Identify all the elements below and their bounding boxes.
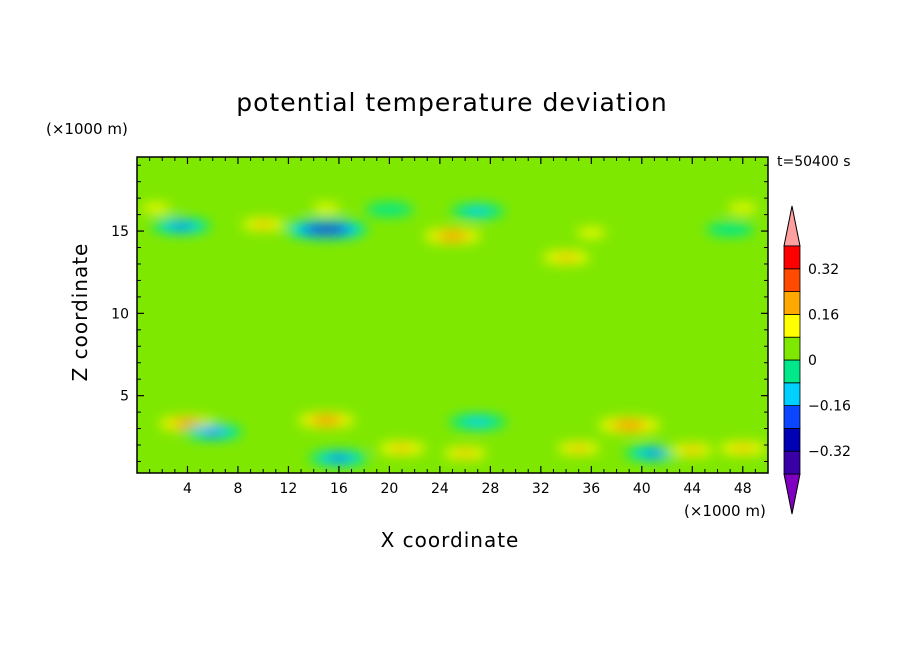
- field-feature: [142, 204, 170, 212]
- chart-title: potential temperature deviation: [236, 88, 668, 117]
- contour-field: [137, 157, 768, 473]
- y-tick-label: 5: [120, 389, 129, 405]
- colorbar-tick-label: 0.16: [808, 307, 839, 323]
- field-feature: [644, 450, 665, 456]
- colorbar-segment: [783, 450, 801, 475]
- colorbar-tick-label: 0.32: [808, 262, 839, 278]
- colorbar-segment: [783, 382, 801, 406]
- colorbar-tick-label: −0.32: [808, 444, 851, 460]
- field-feature: [202, 429, 223, 435]
- x-tick-label: 40: [633, 481, 651, 497]
- x-axis-unit: (×1000 m): [684, 502, 766, 520]
- x-tick-label: 28: [481, 481, 499, 497]
- colorbar-segment: [783, 313, 801, 338]
- field-feature: [464, 207, 492, 216]
- field-feature: [682, 447, 703, 453]
- field-feature: [253, 221, 274, 228]
- field-feature: [313, 204, 339, 212]
- colorbar-min-arrow: [783, 473, 801, 515]
- x-tick-label: 12: [280, 481, 298, 497]
- colorbar: −0.32 −0.16 0 0.16 0.32: [783, 205, 851, 515]
- colorbar-segment: [783, 405, 801, 429]
- field-feature: [317, 418, 336, 423]
- field-feature: [463, 418, 493, 426]
- colorbar-segment: [783, 245, 801, 270]
- field-feature: [328, 455, 349, 461]
- field-feature: [577, 228, 605, 237]
- x-tick-label: 20: [380, 481, 398, 497]
- colorbar-tick-label: −0.16: [808, 399, 851, 415]
- x-tick-label: 44: [683, 481, 701, 497]
- colorbar-segment: [783, 268, 801, 292]
- time-label: t=50400 s: [777, 154, 851, 170]
- field-feature: [568, 445, 589, 452]
- field-feature: [171, 223, 192, 229]
- field-feature: [731, 445, 754, 452]
- colorbar-segment: [783, 291, 801, 315]
- field-feature: [729, 204, 757, 212]
- field-feature: [555, 254, 578, 261]
- x-tick-label: 48: [734, 481, 752, 497]
- field-feature: [317, 227, 335, 232]
- x-axis-label: X coordinate: [380, 528, 520, 552]
- field-features: [137, 200, 768, 467]
- x-tick-label: 4: [183, 481, 192, 497]
- colorbar-segment: [783, 359, 801, 384]
- colorbar-max-arrow: [783, 205, 801, 247]
- field-feature: [178, 421, 197, 426]
- y-axis-unit: (×1000 m): [46, 120, 128, 138]
- field-feature: [443, 233, 462, 239]
- y-tick-label: 10: [111, 306, 129, 322]
- field-feature: [391, 445, 414, 452]
- y-tick-label: 15: [111, 224, 129, 240]
- field-feature: [455, 450, 476, 456]
- colorbar-tick-label: 0: [808, 353, 817, 369]
- field-feature: [706, 222, 755, 237]
- colorbar-segment: [783, 336, 801, 361]
- x-tick-label: 8: [233, 481, 242, 497]
- x-tick-label: 36: [582, 481, 600, 497]
- field-feature: [619, 422, 639, 428]
- x-tick-label: 16: [330, 481, 348, 497]
- x-tick-label: 24: [431, 481, 449, 497]
- field-feature: [365, 202, 414, 217]
- x-tick-label: 32: [532, 481, 550, 497]
- colorbar-segment: [783, 427, 801, 452]
